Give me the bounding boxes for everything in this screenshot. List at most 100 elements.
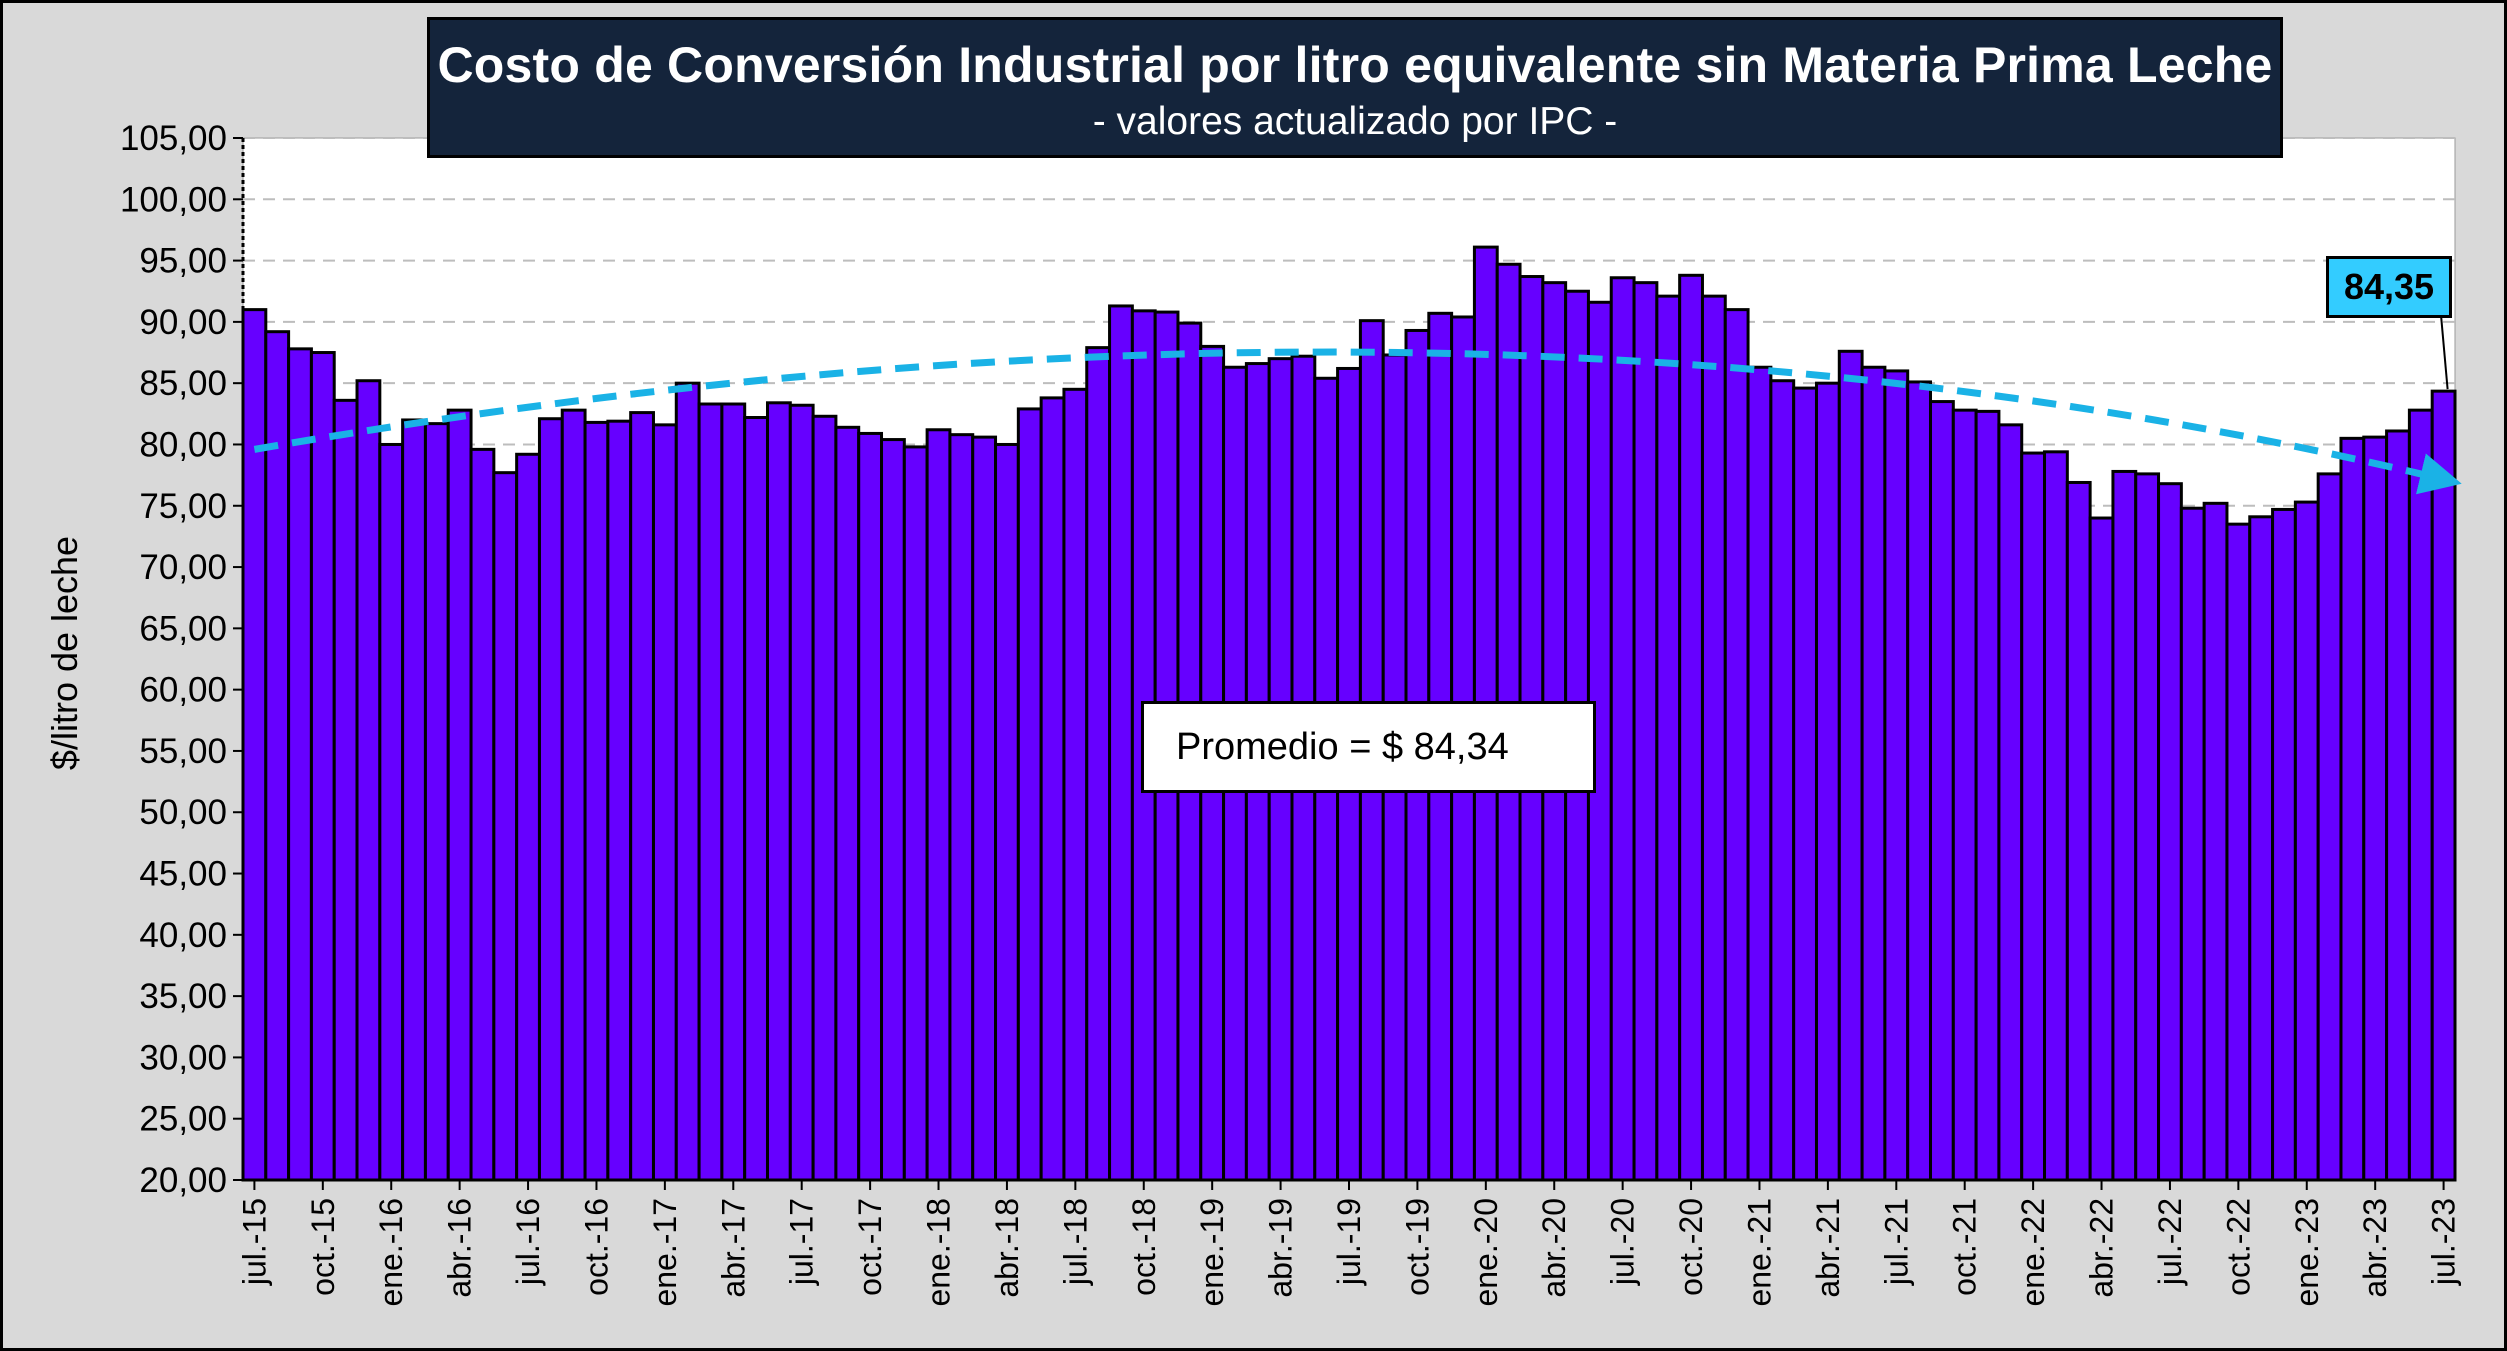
- bar: [2407, 408, 2434, 1182]
- bar: [834, 425, 861, 1182]
- x-tick-label: oct.-20: [1673, 1198, 1709, 1296]
- x-tick-label: jul.-21: [1878, 1198, 1914, 1286]
- x-tick-label: abr.-23: [2357, 1198, 2393, 1298]
- x-tick-label: jul.-15: [236, 1198, 272, 1286]
- x-tick-label: jul.-16: [510, 1198, 546, 1286]
- bar: [515, 452, 541, 1182]
- bar: [332, 398, 359, 1182]
- x-tick-label: jul.-23: [2426, 1198, 2462, 1286]
- bars: [241, 245, 2457, 1182]
- x-tick-label: ene.-19: [1194, 1198, 1230, 1307]
- x-tick-label: ene.-18: [921, 1198, 957, 1307]
- bar: [2020, 451, 2047, 1182]
- y-tick-label: 100,00: [120, 180, 227, 219]
- bar: [1951, 408, 1978, 1182]
- bar: [1906, 380, 1933, 1182]
- bar: [241, 308, 268, 1182]
- x-tick-label: jul.-18: [1057, 1198, 1093, 1286]
- x-axis-ticks: jul.-15 oct.-15 ene.-16 abr.-16 jul.-16 oct.-…: [236, 1180, 2462, 1307]
- bar: [697, 402, 724, 1182]
- y-tick-label: 25,00: [139, 1100, 227, 1139]
- bar: [1792, 386, 1818, 1182]
- y-axis-label: $/litro de leche: [44, 535, 85, 771]
- bar: [1678, 273, 1704, 1182]
- bar: [423, 422, 450, 1182]
- bar: [1860, 365, 1887, 1182]
- average-annotation: Promedio = $ 84,34: [1141, 701, 1596, 793]
- bar: [583, 420, 610, 1182]
- bar: [1016, 407, 1043, 1182]
- bar: [1814, 381, 1841, 1182]
- bar: [743, 416, 769, 1182]
- x-tick-label: jul.-22: [2152, 1198, 2188, 1286]
- y-tick-label: 45,00: [139, 855, 227, 894]
- bar: [880, 438, 906, 1182]
- x-tick-label: abr.-18: [989, 1198, 1025, 1298]
- x-tick-label: ene.-17: [647, 1198, 683, 1307]
- bar: [925, 428, 952, 1182]
- bar: [2271, 507, 2297, 1182]
- y-tick-label: 80,00: [139, 425, 227, 464]
- bar: [720, 402, 747, 1182]
- trendline: [253, 314, 2462, 495]
- bar: [629, 411, 655, 1182]
- bar: [788, 403, 815, 1182]
- bar: [2430, 389, 2457, 1182]
- bar: [2157, 482, 2183, 1182]
- bar: [2202, 501, 2229, 1182]
- bar: [1974, 409, 2001, 1182]
- bar: [1769, 379, 1796, 1182]
- bar: [1039, 396, 1066, 1182]
- y-tick-label: 40,00: [139, 916, 227, 955]
- trend-curve: [253, 348, 2462, 495]
- bar: [1655, 294, 1682, 1182]
- bar: [537, 417, 564, 1182]
- bar: [1883, 369, 1910, 1182]
- bar: [1746, 365, 1773, 1182]
- x-tick-label: oct.-22: [2220, 1198, 2256, 1296]
- x-tick-label: oct.-19: [1399, 1198, 1435, 1296]
- bar-chart: 20,00 25,00 30,00 35,00 40,00 45,00 50,00 55,00…: [120, 119, 2462, 1307]
- bar: [971, 435, 998, 1182]
- bar: [811, 414, 838, 1182]
- y-tick-label: 70,00: [139, 548, 227, 587]
- bar: [469, 447, 496, 1182]
- y-tick-label: 35,00: [139, 977, 227, 1016]
- y-tick-label: 75,00: [139, 487, 227, 526]
- y-tick-label: 85,00: [139, 364, 227, 403]
- bar: [309, 351, 336, 1182]
- x-tick-label: ene.-20: [1468, 1198, 1504, 1307]
- x-tick-label: jul.-17: [784, 1198, 820, 1286]
- bar: [2134, 472, 2161, 1182]
- bar: [2248, 515, 2275, 1182]
- bar: [857, 431, 884, 1182]
- bar: [1609, 276, 1636, 1182]
- bar: [1997, 423, 2024, 1182]
- bar: [2225, 522, 2252, 1182]
- x-tick-label: abr.-20: [1536, 1198, 1572, 1298]
- bar: [2316, 472, 2343, 1182]
- title-banner: Costo de Conversión Industrial por litro…: [427, 17, 2283, 158]
- bar: [902, 445, 929, 1182]
- bar: [2111, 469, 2138, 1182]
- bar: [287, 347, 313, 1182]
- x-tick-label: abr.-22: [2084, 1198, 2120, 1298]
- x-tick-label: oct.-15: [305, 1198, 341, 1296]
- bar: [2385, 429, 2411, 1182]
- x-tick-label: abr.-16: [442, 1198, 478, 1298]
- bar: [2088, 516, 2115, 1182]
- bar: [492, 471, 519, 1182]
- bar: [1723, 308, 1750, 1182]
- x-tick-label: oct.-21: [1947, 1198, 1983, 1296]
- bar: [1085, 346, 1112, 1182]
- bar: [2362, 435, 2389, 1182]
- bar: [606, 419, 633, 1182]
- bar: [2179, 506, 2206, 1182]
- x-tick-label: oct.-17: [852, 1198, 888, 1296]
- y-tick-label: 95,00: [139, 242, 227, 281]
- bar: [560, 408, 587, 1182]
- x-tick-label: ene.-22: [2015, 1198, 2051, 1307]
- bar: [948, 433, 975, 1182]
- bar: [2293, 500, 2320, 1182]
- bar: [1108, 304, 1134, 1182]
